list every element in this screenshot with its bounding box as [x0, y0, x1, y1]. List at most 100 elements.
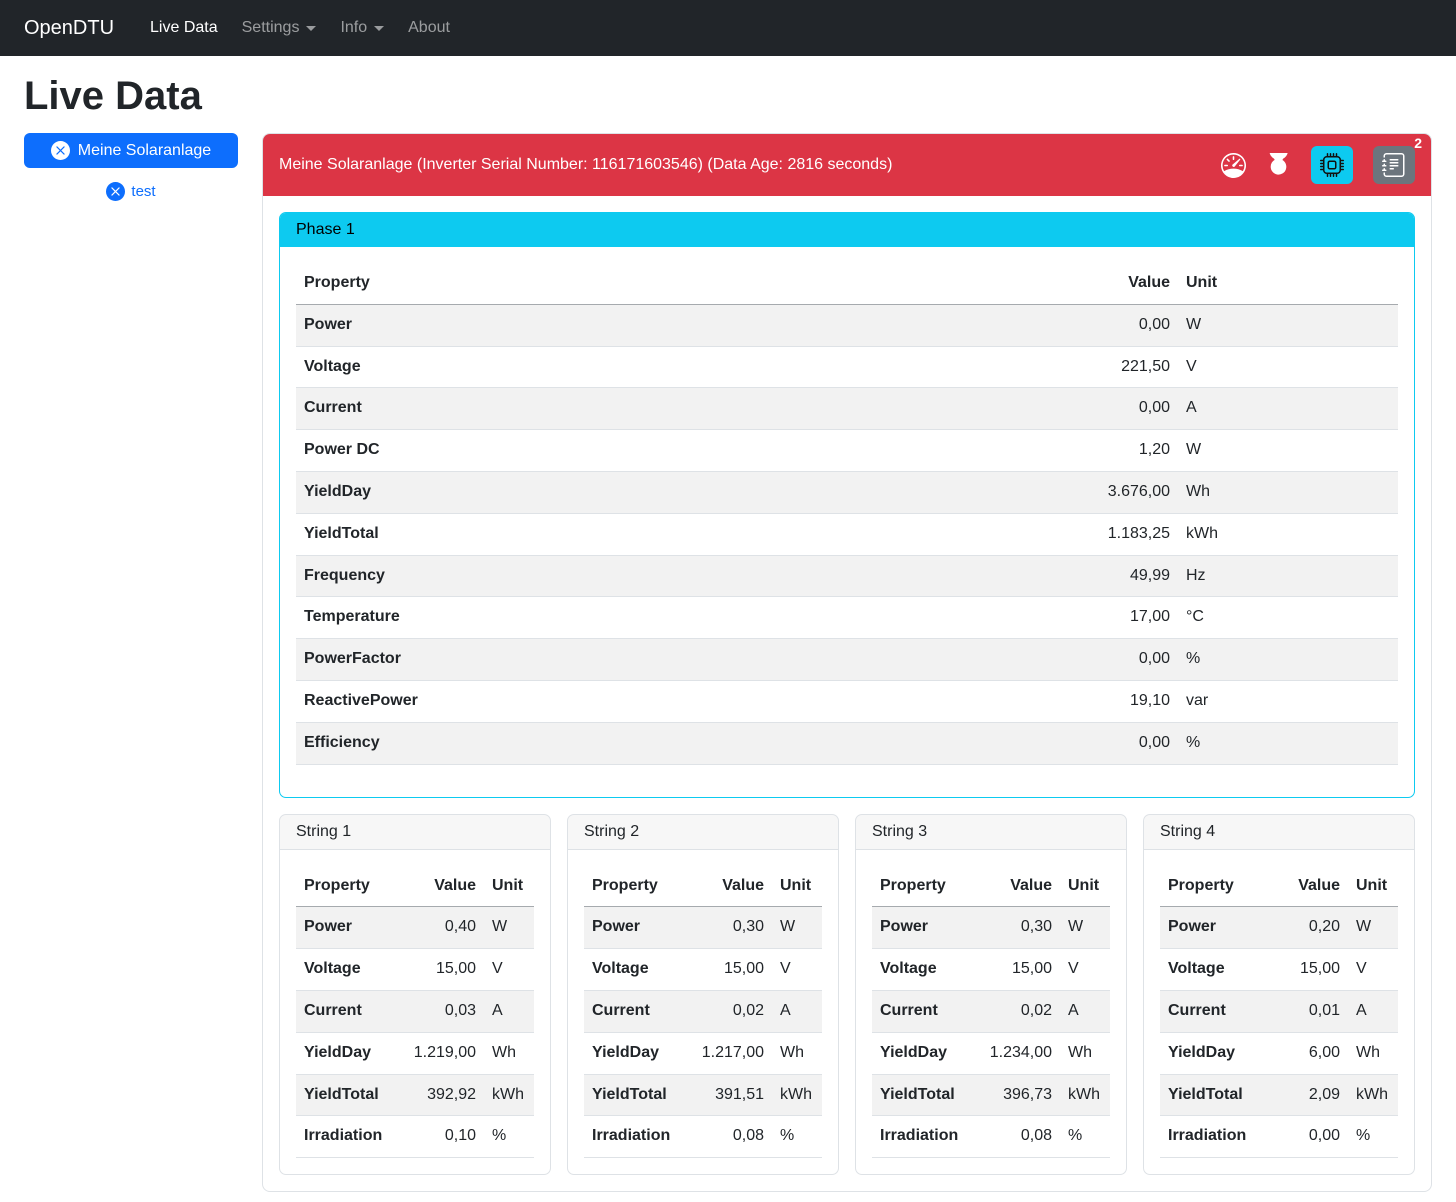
table-row: Power 0,20 W — [1160, 906, 1398, 950]
column-header-value: Value — [968, 865, 1060, 908]
limit-settings-button[interactable] — [1221, 152, 1246, 178]
value-cell: 0,08 — [680, 1115, 772, 1159]
property-cell: Voltage — [1160, 948, 1256, 991]
inverter-card-body: Phase 1 Property Value Unit Power 0,00 W Vo… — [263, 196, 1431, 1191]
table-header-row: Property Value Unit — [872, 865, 1110, 908]
property-cell: ReactivePower — [296, 680, 1058, 723]
unit-cell: °C — [1178, 596, 1398, 640]
table-row: YieldDay 6,00 Wh — [1160, 1032, 1398, 1075]
table-row: Power DC 1,20 W — [296, 429, 1398, 472]
unit-cell: V — [1178, 346, 1398, 389]
cpu-icon — [1320, 153, 1344, 177]
value-cell: 1,20 — [1058, 429, 1178, 472]
property-cell: YieldDay — [872, 1032, 968, 1075]
unit-cell: Wh — [1060, 1032, 1110, 1075]
phase-card-title: Phase 1 — [280, 213, 1414, 247]
string-card: String 1 Property Value Unit Power 0,40 W V… — [279, 813, 551, 1176]
property-cell: Current — [296, 990, 392, 1033]
power-icon — [1266, 152, 1291, 178]
column-header-value: Value — [680, 865, 772, 908]
event-log-button[interactable]: 2 — [1373, 135, 1422, 184]
unit-cell: % — [1060, 1115, 1110, 1159]
value-cell: 1.217,00 — [680, 1032, 772, 1075]
inverter-header-actions: 2 — [1221, 135, 1422, 184]
phase-card-body: Property Value Unit Power 0,00 W Voltage 221… — [280, 247, 1414, 797]
value-cell: 1.183,25 — [1058, 513, 1178, 556]
value-cell: 396,73 — [968, 1074, 1060, 1117]
table-row: Irradiation 0,10% — [296, 1115, 534, 1159]
nav-item-about[interactable]: About — [408, 19, 450, 36]
property-cell: Voltage — [296, 346, 1058, 389]
table-header-row: Property Value Unit — [296, 263, 1398, 305]
column-header-value: Value — [1058, 263, 1178, 305]
unit-cell: kWh — [772, 1074, 822, 1117]
string-table: Property Value Unit Power 0,30 W Voltage 15,… — [584, 865, 822, 1159]
table-row: Current 0,00 A — [296, 387, 1398, 431]
property-cell: YieldTotal — [296, 1074, 392, 1117]
value-cell: 0,01 — [1256, 990, 1348, 1033]
unit-cell: Hz — [1178, 555, 1398, 598]
table-row: Current 0,02 A — [584, 990, 822, 1033]
table-row: Voltage 221,50 V — [296, 346, 1398, 389]
value-cell: 3.676,00 — [1058, 471, 1178, 514]
property-cell: Voltage — [296, 948, 392, 991]
string-card-title: String 2 — [568, 815, 838, 850]
value-cell: 15,00 — [968, 948, 1060, 991]
journal-text-icon — [1382, 153, 1406, 177]
value-cell: 0,00 — [1058, 722, 1178, 765]
unit-cell: V — [1060, 948, 1110, 991]
value-cell: 17,00 — [1058, 596, 1178, 640]
table-row: YieldDay 1.217,00 Wh — [584, 1032, 822, 1075]
power-toggle-button[interactable] — [1266, 152, 1291, 178]
property-cell: Current — [872, 990, 968, 1033]
unit-cell: Wh — [484, 1032, 534, 1075]
value-cell: 0,30 — [680, 906, 772, 950]
column-header-property: Property — [296, 865, 392, 908]
table-row: Power 0,30 W — [584, 906, 822, 950]
string-card: String 4 Property Value Unit Power 0,20 W V… — [1143, 813, 1415, 1176]
unit-cell: var — [1178, 680, 1398, 723]
inverter-header-text: Meine Solaranlage (Inverter Serial Numbe… — [279, 156, 893, 173]
unit-cell: A — [1060, 990, 1110, 1033]
table-row: YieldTotal 396,73 kWh — [872, 1074, 1110, 1117]
nav-item-live-data[interactable]: Live Data — [150, 19, 218, 36]
strings-grid: String 1 Property Value Unit Power 0,40 W V… — [279, 813, 1415, 1176]
unit-cell: A — [484, 990, 534, 1033]
unit-cell: W — [484, 906, 534, 950]
property-cell: Current — [584, 990, 680, 1033]
phase-table: Property Value Unit Power 0,00 W Voltage 221… — [296, 263, 1398, 765]
value-cell: 0,08 — [968, 1115, 1060, 1159]
value-cell: 15,00 — [1256, 948, 1348, 991]
string-card-title: String 1 — [280, 815, 550, 850]
nav-item-settings-label: Settings — [241, 19, 300, 36]
string-card-body: Property Value Unit Power 0,30 W Voltage 15,… — [568, 850, 838, 1175]
table-header-row: Property Value Unit — [1160, 865, 1398, 908]
table-row: Irradiation 0,08% — [584, 1115, 822, 1159]
property-cell: Temperature — [296, 596, 1058, 640]
unit-cell: A — [1178, 387, 1398, 431]
value-cell: 0,02 — [680, 990, 772, 1033]
device-info-button[interactable] — [1311, 146, 1353, 184]
property-cell: Irradiation — [872, 1115, 968, 1159]
unit-cell: kWh — [484, 1074, 534, 1117]
table-row: YieldTotal 391,51 kWh — [584, 1074, 822, 1117]
table-row: Current 0,02 A — [872, 990, 1110, 1033]
unit-cell: V — [484, 948, 534, 991]
property-cell: YieldTotal — [296, 513, 1058, 556]
table-row: Current 0,03 A — [296, 990, 534, 1033]
brand-logo[interactable]: OpenDTU — [24, 16, 115, 39]
table-row: Irradiation 0,08% — [872, 1115, 1110, 1159]
inverter-select-link-test[interactable]: test — [24, 182, 238, 201]
inverter-select-button-meine-solaranlage[interactable]: Meine Solaranlage — [24, 133, 238, 168]
property-cell: Irradiation — [1160, 1115, 1256, 1159]
string-card-body: Property Value Unit Power 0,40 W Voltage 15,… — [280, 850, 550, 1175]
table-row: YieldTotal 392,92 kWh — [296, 1074, 534, 1117]
string-table: Property Value Unit Power 0,40 W Voltage 15,… — [296, 865, 534, 1159]
column-header-value: Value — [392, 865, 484, 908]
unit-cell: kWh — [1178, 513, 1398, 556]
x-circle-icon — [50, 141, 70, 160]
property-cell: YieldDay — [584, 1032, 680, 1075]
unit-cell: W — [772, 906, 822, 950]
nav-item-info[interactable]: Info — [332, 11, 392, 45]
nav-item-settings[interactable]: Settings — [234, 11, 325, 45]
